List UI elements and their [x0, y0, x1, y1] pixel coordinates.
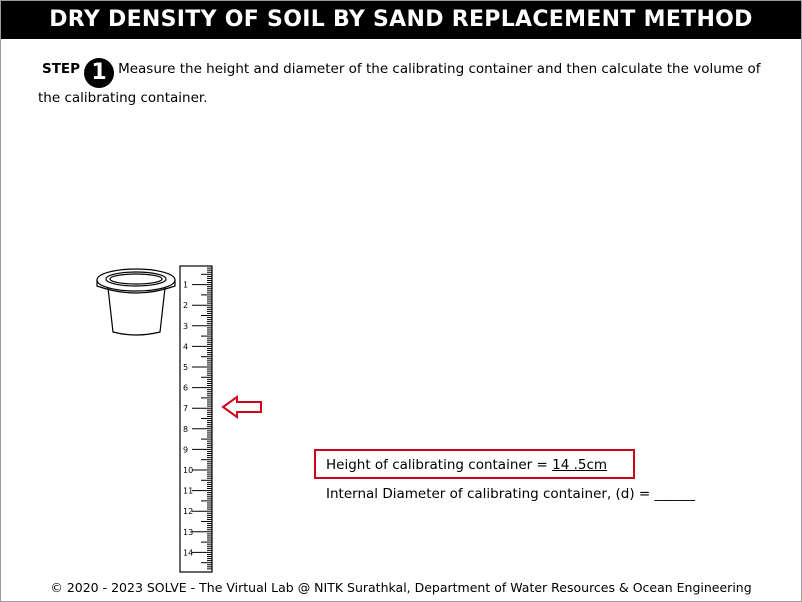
- ruler-label: 9: [183, 445, 188, 454]
- ruler-label: 1: [183, 281, 188, 290]
- diameter-value-blank[interactable]: ______: [654, 486, 696, 502]
- height-highlight-box: [314, 449, 635, 479]
- calibrating-container[interactable]: [96, 268, 176, 336]
- ruler-label: 2: [183, 301, 188, 310]
- ruler-label: 8: [183, 425, 188, 434]
- ruler-label: 3: [183, 322, 188, 331]
- ruler-label: 10: [183, 466, 193, 475]
- step-text: Measure the height and diameter of the c…: [38, 61, 761, 106]
- ruler-label: 7: [183, 404, 188, 413]
- ruler-label: 6: [183, 384, 188, 393]
- ruler-label: 12: [183, 507, 193, 516]
- ruler-label: 11: [183, 487, 193, 496]
- ruler-label: 13: [183, 528, 193, 537]
- step-label: STEP: [42, 61, 81, 77]
- ruler-label: 4: [183, 342, 188, 351]
- height-result: Height of calibrating container = 14 .5c…: [326, 457, 607, 473]
- diameter-result: Internal Diameter of calibrating contain…: [326, 486, 695, 502]
- height-label: Height of calibrating container =: [326, 457, 553, 473]
- step-instruction: STEP 1 Measure the height and diameter of …: [38, 58, 778, 108]
- ruler-label: 14: [183, 548, 193, 557]
- diameter-label: Internal Diameter of calibrating contain…: [326, 486, 655, 502]
- height-value: 14 .5cm: [552, 457, 608, 473]
- ruler-label: 5: [183, 363, 188, 372]
- page-title: DRY DENSITY OF SOIL BY SAND REPLACEMENT …: [1, 1, 801, 39]
- step-number-badge: 1: [84, 58, 115, 88]
- footer-copyright: © 2020 - 2023 SOLVE - The Virtual Lab @ …: [50, 580, 752, 595]
- pointer-arrow-icon: [221, 395, 262, 419]
